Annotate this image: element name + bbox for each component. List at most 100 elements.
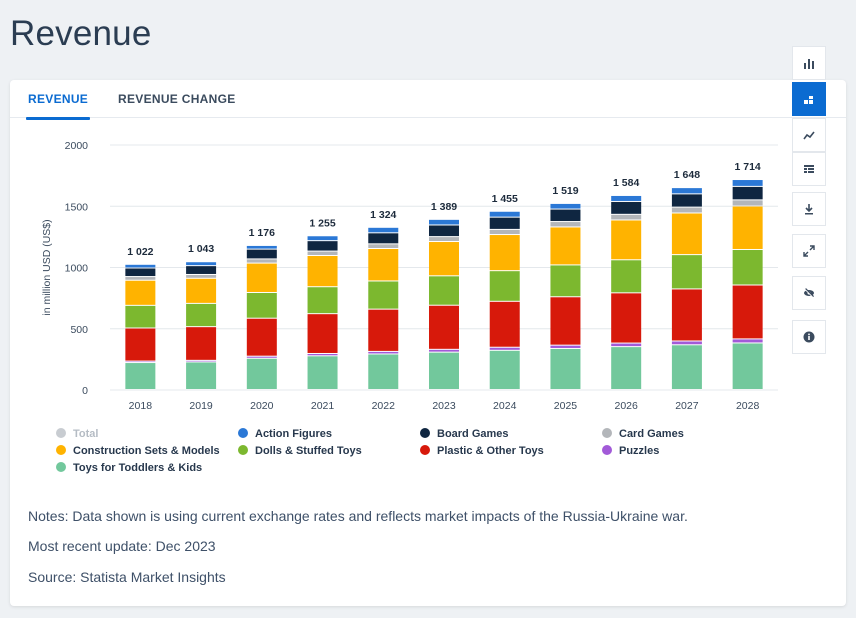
x-tick-label: 2028	[736, 400, 760, 412]
download-icon[interactable]	[792, 192, 826, 226]
bar-segment	[368, 351, 399, 354]
bar-segment	[307, 287, 338, 314]
bar-segment	[732, 249, 763, 285]
legend-item[interactable]: Total	[56, 428, 98, 440]
legend-label: Card Games	[619, 428, 684, 440]
bar-segment	[368, 281, 399, 309]
bar-segment	[429, 276, 459, 305]
bar-segment	[307, 353, 338, 356]
bar-segment	[125, 363, 156, 389]
expand-icon[interactable]	[792, 234, 826, 268]
bar-segment	[550, 203, 581, 209]
bar-segment	[489, 350, 520, 389]
notes-text: Notes: Data shown is using current excha…	[28, 508, 688, 524]
total-label: 1 043	[188, 243, 214, 255]
bar-segment	[307, 241, 338, 251]
total-label: 1 022	[127, 246, 153, 258]
bar-segment	[611, 260, 642, 293]
stacked-bar-icon[interactable]	[792, 82, 826, 116]
bar-segment	[186, 303, 217, 327]
legend-label: Board Games	[437, 428, 509, 440]
line-chart-icon[interactable]	[792, 118, 826, 152]
bar-segment	[368, 354, 399, 389]
x-tick-label: 2023	[432, 400, 456, 412]
legend-item[interactable]: Toys for Toddlers & Kids	[56, 462, 202, 474]
legend-item[interactable]: Plastic & Other Toys	[420, 445, 544, 457]
legend-dot	[602, 445, 612, 455]
bar-segment	[125, 268, 156, 277]
bar-chart-icon[interactable]	[792, 46, 826, 80]
bar-segment	[550, 297, 581, 345]
bar-segment	[550, 348, 581, 389]
bar-segment	[671, 188, 702, 194]
bar-segment	[246, 259, 277, 263]
legend-item[interactable]: Puzzles	[602, 445, 659, 457]
legend-dot	[420, 428, 430, 438]
tab-revenue[interactable]: REVENUE	[25, 92, 91, 120]
legend-item[interactable]: Card Games	[602, 428, 684, 440]
bar-segment	[671, 345, 702, 389]
bar-segment	[550, 265, 581, 297]
bar-segment	[246, 356, 277, 358]
bar-segment	[611, 347, 642, 389]
bar-segment	[489, 347, 520, 350]
info-icon[interactable]	[792, 320, 826, 354]
legend-dot	[238, 428, 248, 438]
bar-segment	[550, 345, 581, 348]
bar-segment	[246, 358, 277, 389]
table-icon[interactable]	[792, 152, 826, 186]
legend-item[interactable]: Board Games	[420, 428, 509, 440]
x-tick-label: 2020	[250, 400, 274, 412]
bar-segment	[429, 242, 459, 276]
bar-segment	[732, 285, 763, 339]
x-tick-label: 2026	[615, 400, 639, 412]
bar-segment	[671, 213, 702, 255]
legend-item[interactable]: Action Figures	[238, 428, 332, 440]
bar-segment	[611, 214, 642, 220]
x-tick-label: 2025	[554, 400, 578, 412]
bar-segment	[611, 195, 642, 201]
bar-segment	[368, 233, 399, 244]
bar-segment	[429, 349, 459, 352]
bar-segment	[732, 339, 763, 343]
bar-segment	[429, 352, 459, 389]
total-label: 1 389	[431, 201, 457, 213]
bar-segment	[671, 255, 702, 289]
total-label: 1 324	[370, 209, 396, 221]
bar-segment	[611, 201, 642, 214]
bar-segment	[732, 200, 763, 206]
bar-segment	[125, 277, 156, 280]
bar-segment	[368, 244, 399, 249]
bar-segment	[186, 327, 217, 360]
bar-segment	[489, 235, 520, 271]
hide-icon[interactable]	[792, 276, 826, 310]
tab-bar: REVENUE REVENUE CHANGE	[10, 80, 846, 120]
bar-segment	[671, 289, 702, 341]
bar-segment	[550, 222, 581, 227]
x-tick-label: 2024	[493, 400, 517, 412]
bar-segment	[429, 219, 459, 225]
stacked-bar-chart: 0 500 1000 1500 2000 in million USD (US$) 1 02…	[41, 140, 778, 412]
bar-segment	[489, 217, 520, 229]
legend-item[interactable]: Dolls & Stuffed Toys	[238, 445, 362, 457]
bar-segment	[732, 186, 763, 200]
bar-segment	[429, 237, 459, 242]
bar-segment	[186, 362, 217, 389]
legend-label: Dolls & Stuffed Toys	[255, 445, 362, 457]
bar-segment	[550, 209, 581, 222]
bar-segment	[125, 328, 156, 361]
total-label: 1 714	[734, 161, 760, 173]
chart-card: REVENUE REVENUE CHANGE 0 500 1000 1500 2000 i…	[10, 80, 846, 606]
tab-revenue-change[interactable]: REVENUE CHANGE	[118, 92, 236, 106]
legend-item[interactable]: Construction Sets & Models	[56, 445, 220, 457]
bar-segment	[368, 249, 399, 281]
legend-dot	[238, 445, 248, 455]
legend-dot	[56, 445, 66, 455]
bar-segment	[550, 227, 581, 265]
bar-segment	[246, 263, 277, 292]
total-label: 1 176	[249, 227, 275, 239]
total-label: 1 455	[492, 193, 518, 205]
bar-segment	[611, 343, 642, 347]
bar-segment	[489, 211, 520, 217]
bar-segment	[307, 236, 338, 241]
